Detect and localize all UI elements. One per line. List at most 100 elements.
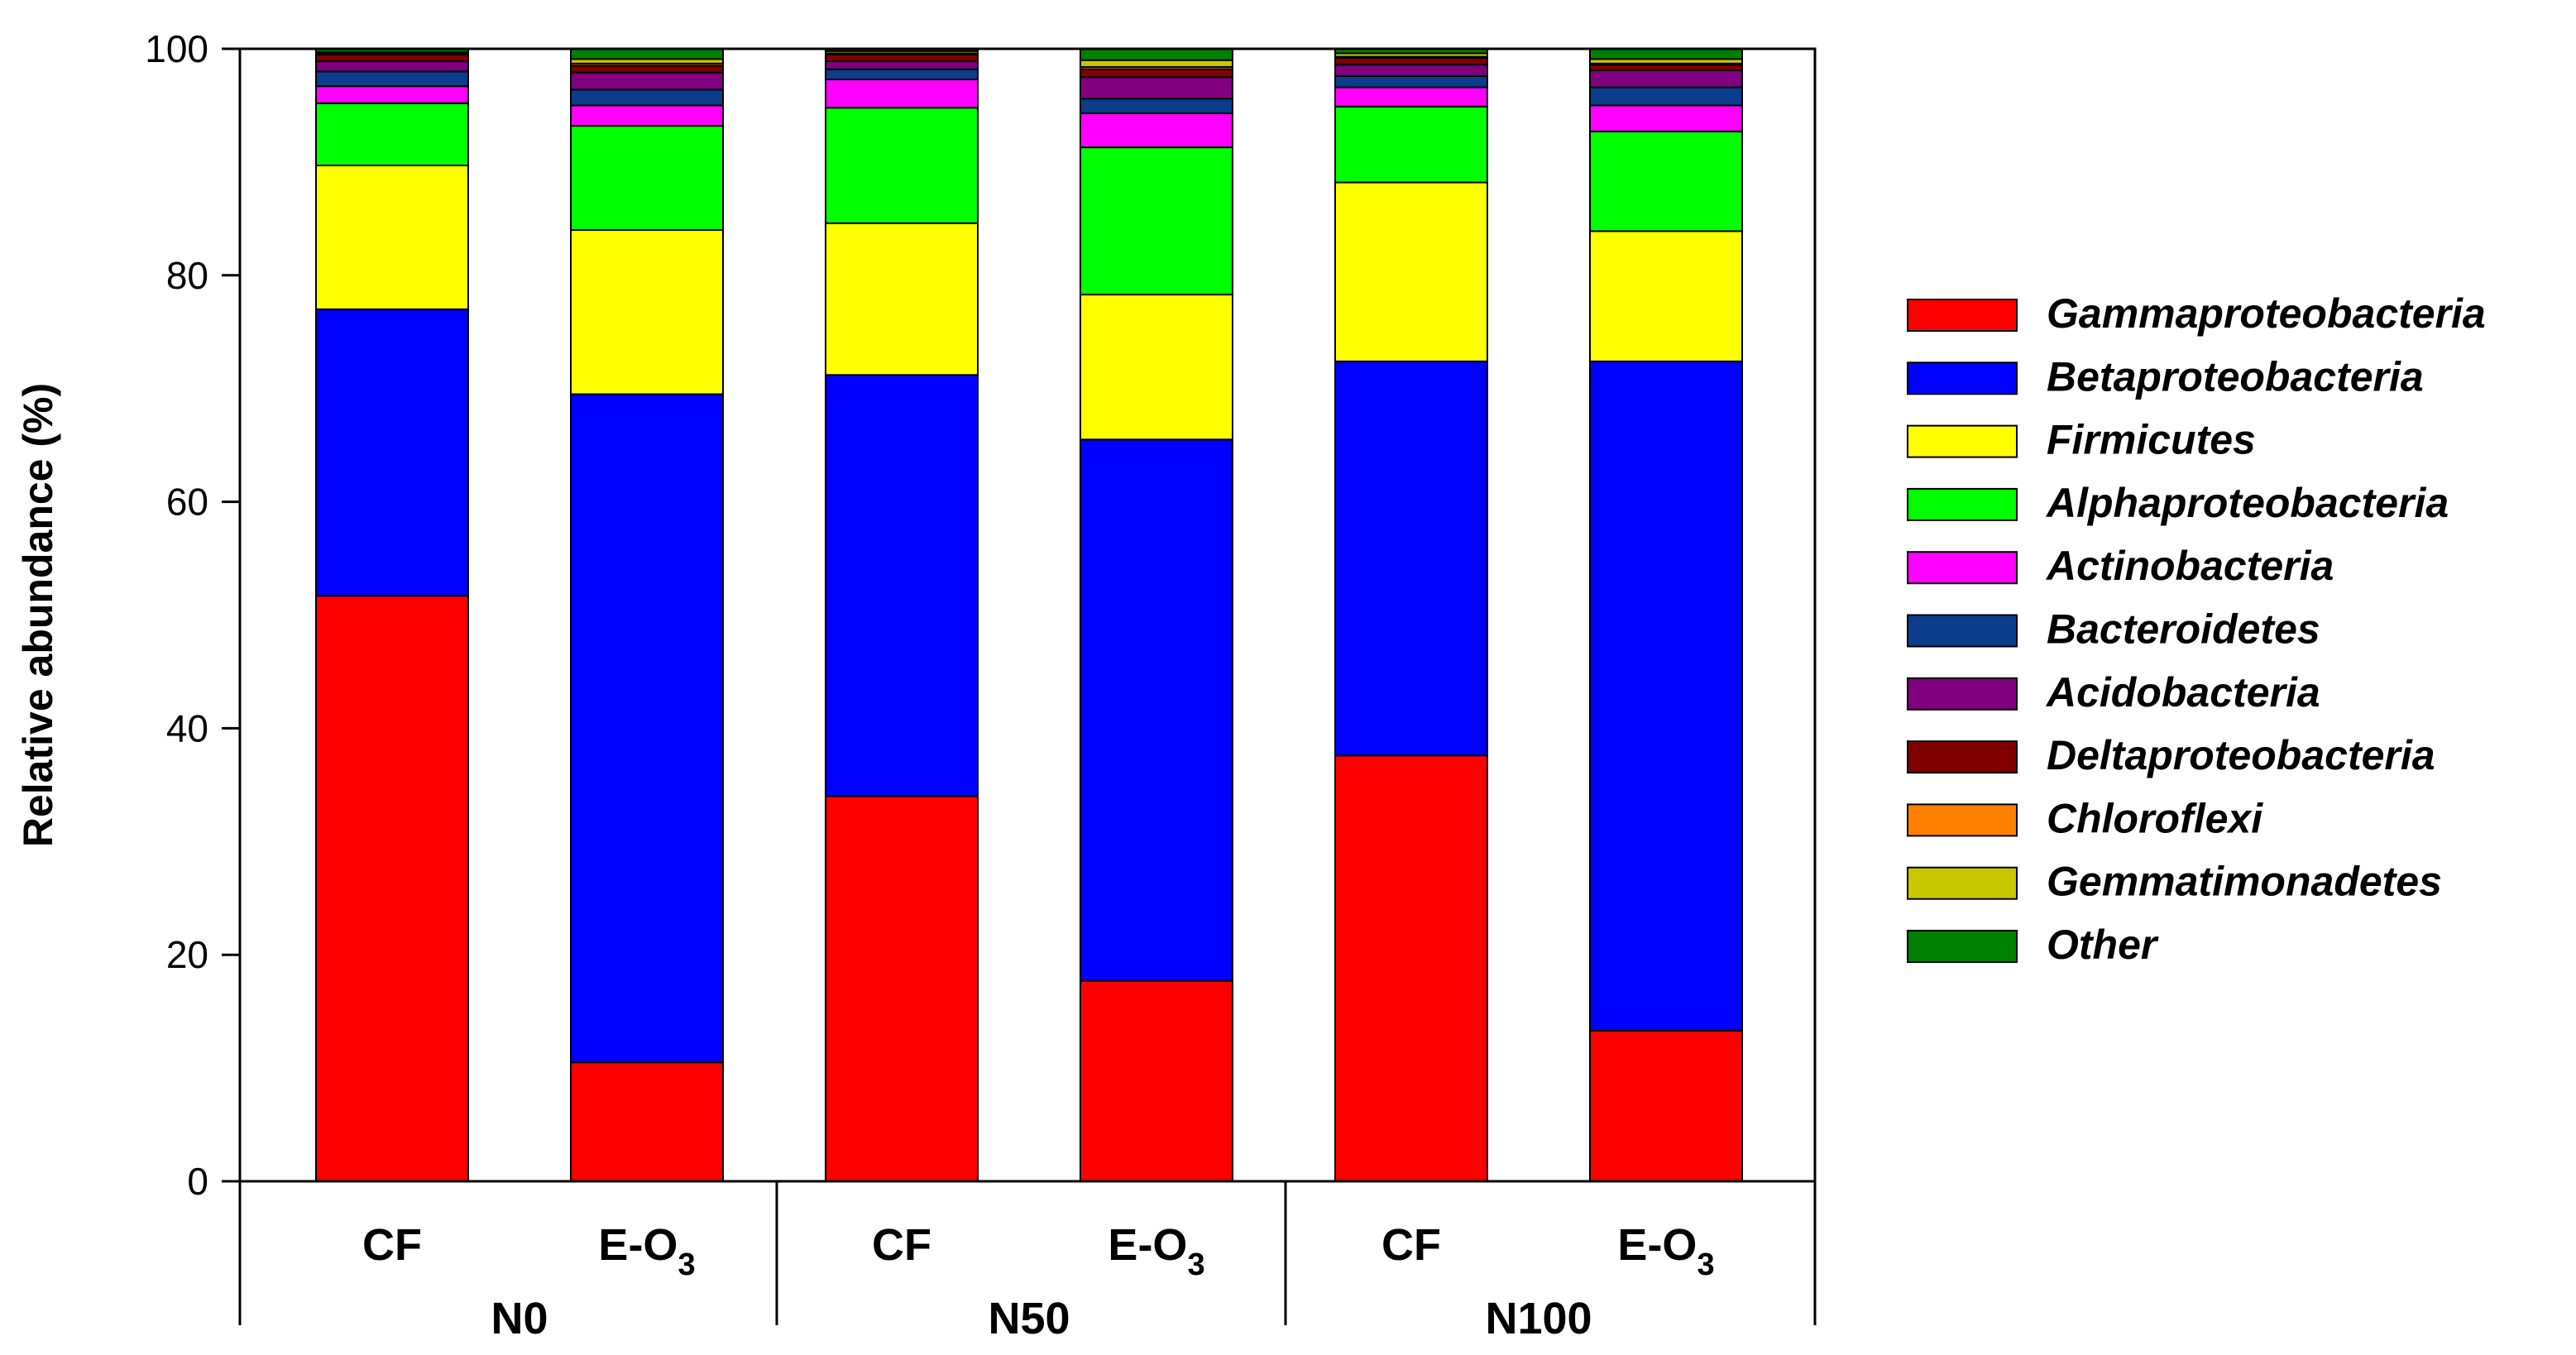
y-tick-label-0: 0 [187,1160,208,1203]
legend-swatch [1907,361,2018,395]
bar-segment-actinobacteria-5 [1334,86,1488,108]
bar-segment-deltaproteobacteria-4 [1080,68,1233,79]
bar-segment-gammaproteobacteria-1 [315,595,469,1182]
legend-swatch [1907,551,2018,585]
y-tick-label-80: 80 [166,254,208,297]
x-category-label-6: E-O3 [1617,1220,1714,1282]
legend-swatch [1907,487,2018,521]
x-category-label-2: E-O3 [598,1220,695,1282]
legend-label: Bacteroidetes [2047,606,2320,653]
bar-segment-firmicutes-5 [1334,181,1488,362]
bar-segment-firmicutes-1 [315,165,469,310]
legend-item-deltaproteobacteria: Deltaproteobacteria [1907,732,2435,778]
bar-segment-gemmatimonadetes-4 [1080,59,1233,68]
bar-segment-alphaproteobacteria-2 [570,125,724,232]
bar-stack-6 [1589,48,1743,1182]
axes-layer: 0 20 40 60 80 100 Relative abundance (%) CF E-O3… [15,27,1817,1343]
legend-swatch [1907,424,2018,458]
legend-item-chloroflexi: Chloroflexi [1907,795,2263,841]
bar-segment-alphaproteobacteria-6 [1589,130,1743,232]
bar-segment-actinobacteria-4 [1080,113,1233,149]
legend-swatch [1907,614,2018,648]
bar-segment-gammaproteobacteria-6 [1589,1029,1743,1182]
bar-segment-alphaproteobacteria-4 [1080,146,1233,296]
legend-swatch [1907,866,2018,900]
bar-segment-actinobacteria-2 [570,104,724,127]
y-axis-title: Relative abundance (%) [15,383,61,847]
x-category-label-5: CF [1381,1220,1441,1270]
bar-stack-1 [315,48,469,1182]
legend-label: Firmicutes [2047,417,2256,463]
y-tick-label-100: 100 [145,27,208,70]
bar-segment-bacteroidetes-6 [1589,86,1743,107]
plot-border [238,47,1817,1183]
bar-segment-acidobacteria-1 [315,60,469,73]
bar-segment-betaproteobacteria-6 [1589,360,1743,1032]
legend-label: Other [2047,922,2159,968]
bar-segment-acidobacteria-3 [825,60,979,70]
legend-item-gemmatimonadetes: Gemmatimonadetes [1907,859,2442,905]
legend-item-actinobacteria: Actinobacteria [1907,543,2334,589]
bar-segment-betaproteobacteria-2 [570,393,724,1064]
bar-segment-actinobacteria-1 [315,85,469,104]
legend-swatch [1907,677,2018,711]
bar-segment-bacteroidetes-5 [1334,74,1488,89]
plot-frame [238,47,1817,1183]
legend-label: Chloroflexi [2047,795,2263,841]
bar-segment-alphaproteobacteria-3 [825,107,979,224]
legend-item-alphaproteobacteria: Alphaproteobacteria [1907,480,2449,526]
bar-segment-acidobacteria-2 [570,71,724,91]
bar-segment-betaproteobacteria-1 [315,308,469,597]
bar-segment-actinobacteria-3 [825,78,979,109]
bar-segment-firmicutes-2 [570,229,724,395]
bar-stack-3 [825,48,979,1182]
legend-swatch [1907,803,2018,837]
bar-segment-deltaproteobacteria-6 [1589,64,1743,72]
legend-label: Alphaproteobacteria [2045,480,2449,526]
bar-segment-firmicutes-6 [1589,230,1743,362]
y-tick-label-60: 60 [166,481,208,524]
group-label-N50: N50 [988,1294,1070,1343]
bar-stack-4 [1080,48,1233,1183]
bar-segment-deltaproteobacteria-1 [315,53,469,63]
bar-segment-acidobacteria-5 [1334,64,1488,77]
group-label-N0: N0 [491,1294,548,1343]
bar-segment-firmicutes-3 [825,222,979,376]
bar-segment-actinobacteria-6 [1589,104,1743,132]
bar-segment-bacteroidetes-2 [570,89,724,107]
bar-segment-firmicutes-4 [1080,294,1233,441]
bar-segment-gammaproteobacteria-2 [570,1061,724,1182]
legend-label: Acidobacteria [2045,669,2320,716]
bar-segment-alphaproteobacteria-5 [1334,105,1488,184]
group-label-N100: N100 [1485,1294,1592,1343]
legend-label: Gemmatimonadetes [2047,859,2442,905]
legend-label: Gammaproteobacteria [2047,290,2486,337]
bar-segment-betaproteobacteria-4 [1080,438,1233,982]
bar-segment-gammaproteobacteria-4 [1080,979,1233,1183]
x-category-label-4: E-O3 [1108,1220,1204,1282]
bar-stack-2 [570,48,724,1182]
bar-segment-gammaproteobacteria-5 [1334,754,1488,1182]
bar-segment-other-4 [1080,48,1233,61]
bar-stack-5 [1334,48,1488,1182]
legend-item-firmicutes: Firmicutes [1907,417,2256,463]
bar-segment-deltaproteobacteria-3 [825,53,979,63]
bar-segment-alphaproteobacteria-1 [315,102,469,167]
legend-item-betaproteobacteria: Betaproteobacteria [1907,353,2424,400]
bars-layer [315,48,1743,1183]
bar-segment-betaproteobacteria-3 [825,374,979,797]
bar-segment-bacteroidetes-3 [825,68,979,80]
bar-segment-other-2 [570,48,724,60]
legend-swatch [1907,740,2018,774]
x-category-label-1: CF [362,1220,422,1270]
y-tick-label-40: 40 [166,706,208,749]
bar-segment-deltaproteobacteria-2 [570,65,724,74]
bar-segment-bacteroidetes-4 [1080,98,1233,115]
bar-segment-bacteroidetes-1 [315,70,469,88]
legend-label: Actinobacteria [2045,543,2334,589]
bar-segment-other-6 [1589,48,1743,60]
y-tick-label-20: 20 [166,933,208,976]
legend-item-other: Other [1907,922,2159,968]
legend-label: Betaproteobacteria [2047,353,2424,400]
